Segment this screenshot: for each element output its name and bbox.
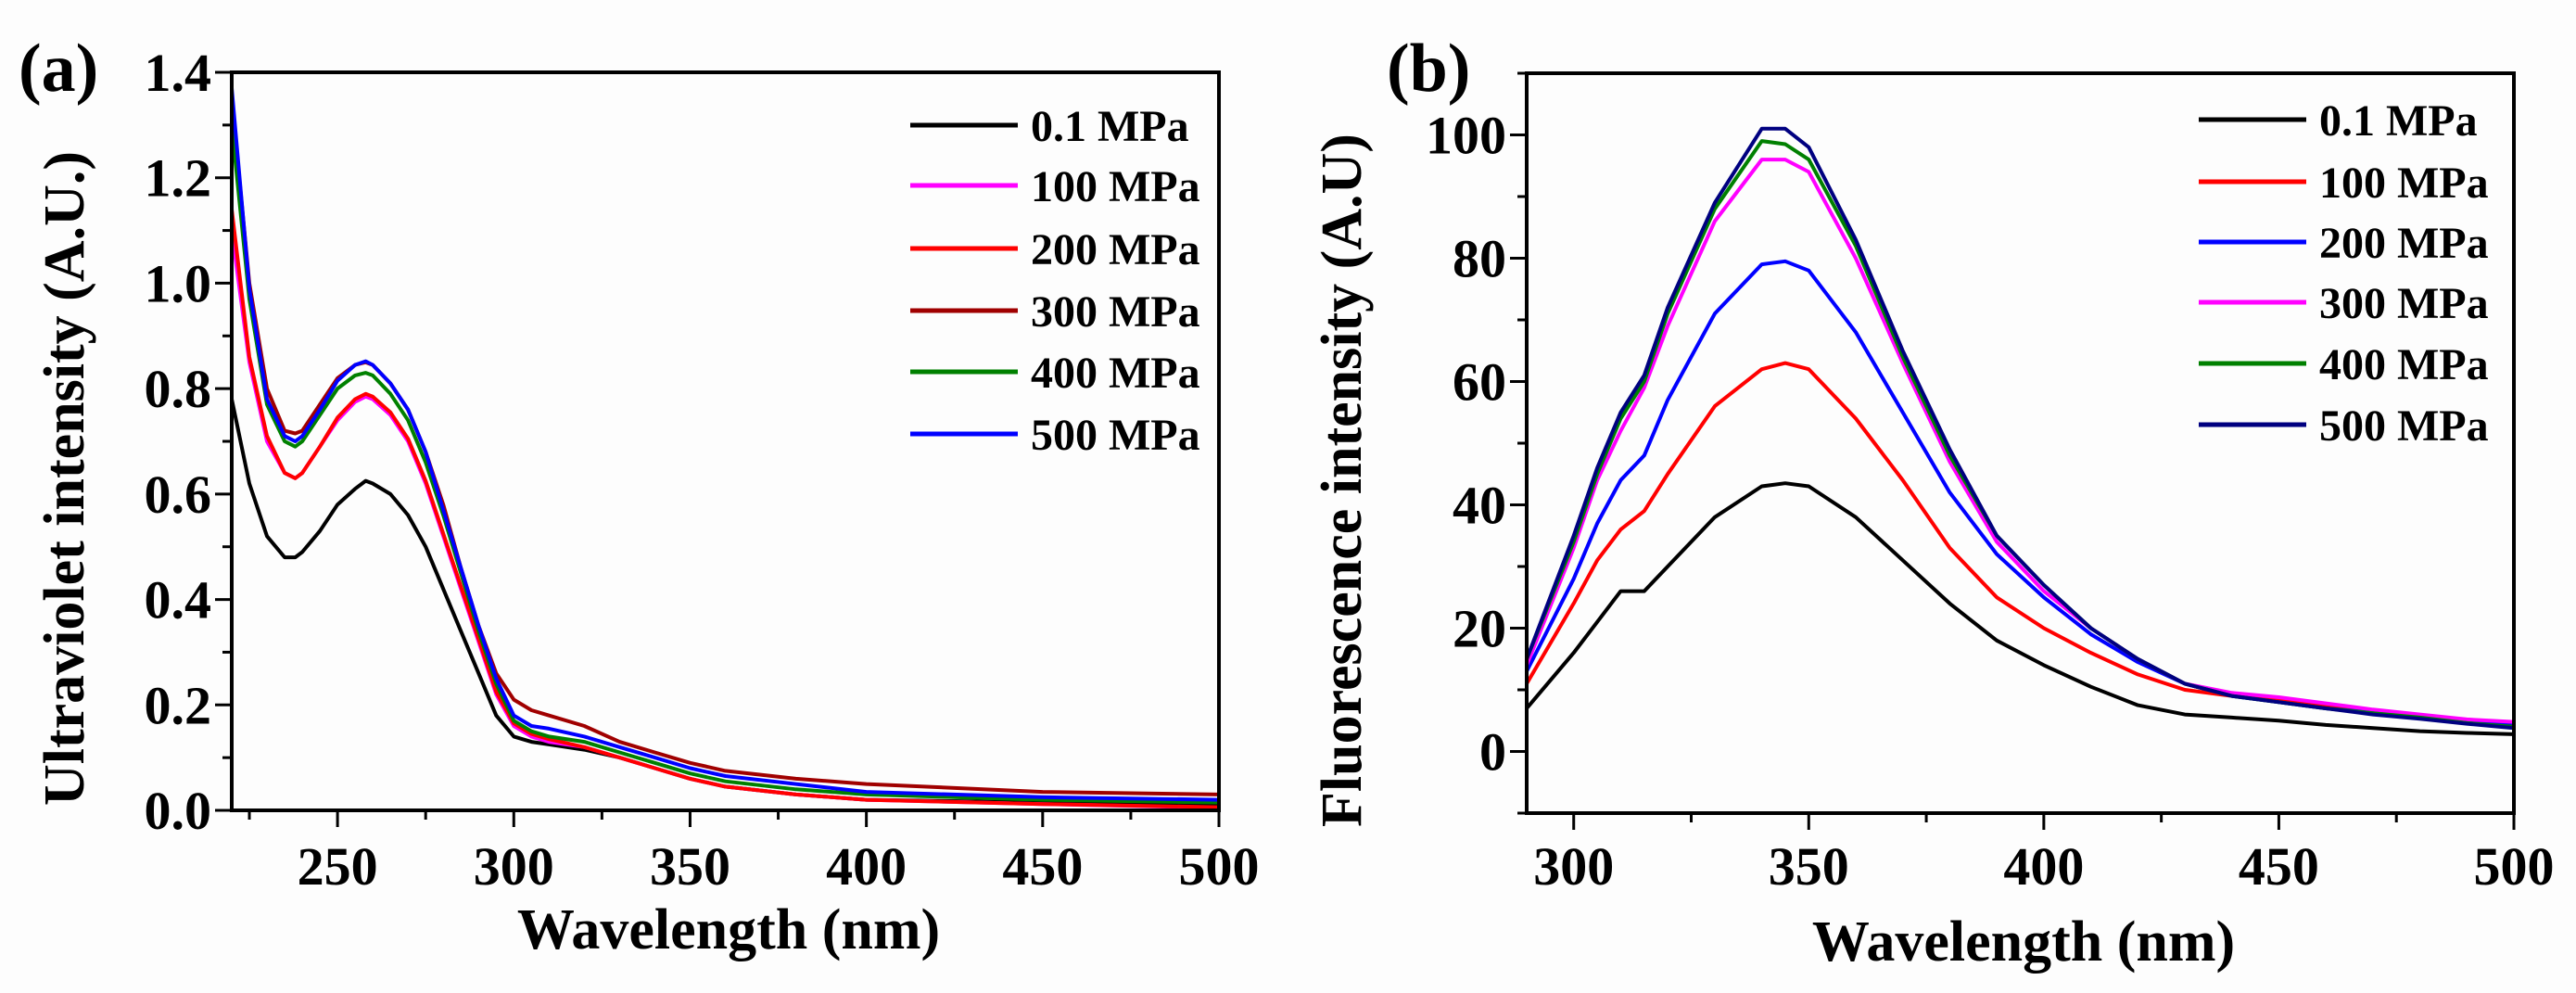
y-tick-label: 40 [1453, 476, 1506, 536]
legend-label: 400 MPa [2319, 340, 2489, 389]
panel-a-uv-chart: 250 300 350 400 450 500 0.0 0.2 0.4 0.6 0.8 1.0 1.2 1… [19, 31, 1260, 961]
series-line-200-mpa [230, 209, 1220, 809]
legend-label: 500 MPa [2319, 401, 2489, 451]
x-tick-label: 300 [474, 836, 554, 897]
series-line-200-mpa [1525, 259, 2515, 728]
y-axis-title: Fluorescence intensity (A.U) [1311, 134, 1374, 827]
panel-label: (a) [19, 31, 98, 107]
y-tick-label: 20 [1453, 599, 1506, 659]
x-tick-label: 400 [2003, 836, 2084, 897]
y-tick-label: 80 [1453, 229, 1506, 289]
legend-label: 200 MPa [2319, 219, 2489, 268]
x-axis-title: Wavelength (nm) [517, 898, 940, 961]
x-tick-label: 250 [298, 836, 378, 897]
x-tick-label: 500 [2474, 836, 2555, 897]
legend-label: 300 MPa [1031, 287, 1200, 337]
series-line-0-1-mpa [1525, 481, 2515, 736]
series-line-300-mpa [1525, 158, 2515, 724]
legend-label: 0.1 MPa [1031, 102, 1189, 151]
legend-label: 0.1 MPa [2319, 96, 2478, 146]
y-tick-label: 0.2 [145, 675, 212, 735]
x-tick-label: 300 [1533, 836, 1614, 897]
y-axis-title: Ultraviolet intensity (A.U.) [33, 151, 96, 806]
legend-label: 500 MPa [1031, 411, 1200, 460]
y-tick-label: 1.4 [145, 43, 212, 103]
y-tick-label: 100 [1426, 106, 1506, 166]
series-line-500-mpa [230, 87, 1220, 802]
legend-label: 300 MPa [2319, 279, 2489, 328]
x-tick-label: 350 [650, 836, 730, 897]
legend: 0.1 MPa 100 MPa 200 MPa 300 MPa 400 MPa 500 M… [2199, 96, 2489, 451]
x-tick-label: 450 [2239, 836, 2319, 897]
legend-label: 200 MPa [1031, 225, 1200, 274]
x-tick-label: 400 [826, 836, 907, 897]
legend-label: 100 MPa [2319, 159, 2489, 208]
x-axis-title: Wavelength (nm) [1812, 910, 2235, 974]
x-tick-label: 450 [1002, 836, 1083, 897]
legend-label: 100 MPa [1031, 162, 1200, 211]
x-tick-label: 500 [1179, 836, 1260, 897]
series-line-500-mpa [1525, 126, 2515, 731]
panel-label: (b) [1387, 31, 1470, 107]
x-tick-label: 350 [1769, 836, 1849, 897]
series-line-0-1-mpa [230, 399, 1220, 808]
y-tick-label: 0.8 [145, 359, 212, 419]
y-tick-label: 1.0 [145, 253, 212, 313]
y-tick-label: 0.4 [145, 570, 212, 630]
y-tick-label: 0 [1479, 722, 1506, 783]
y-tick-label: 60 [1453, 352, 1506, 413]
legend: 0.1 MPa 100 MPa 200 MPa 300 MPa 400 MPa 500 M… [910, 102, 1200, 460]
legend-label: 400 MPa [1031, 349, 1200, 398]
y-tick-label: 0.0 [145, 781, 212, 841]
y-tick-label: 1.2 [145, 148, 212, 209]
y-tick-label: 0.6 [145, 465, 212, 525]
panel-b-fluorescence-chart: 300 350 400 450 500 0 20 40 60 80 100 Wavelength (n… [1311, 31, 2555, 974]
